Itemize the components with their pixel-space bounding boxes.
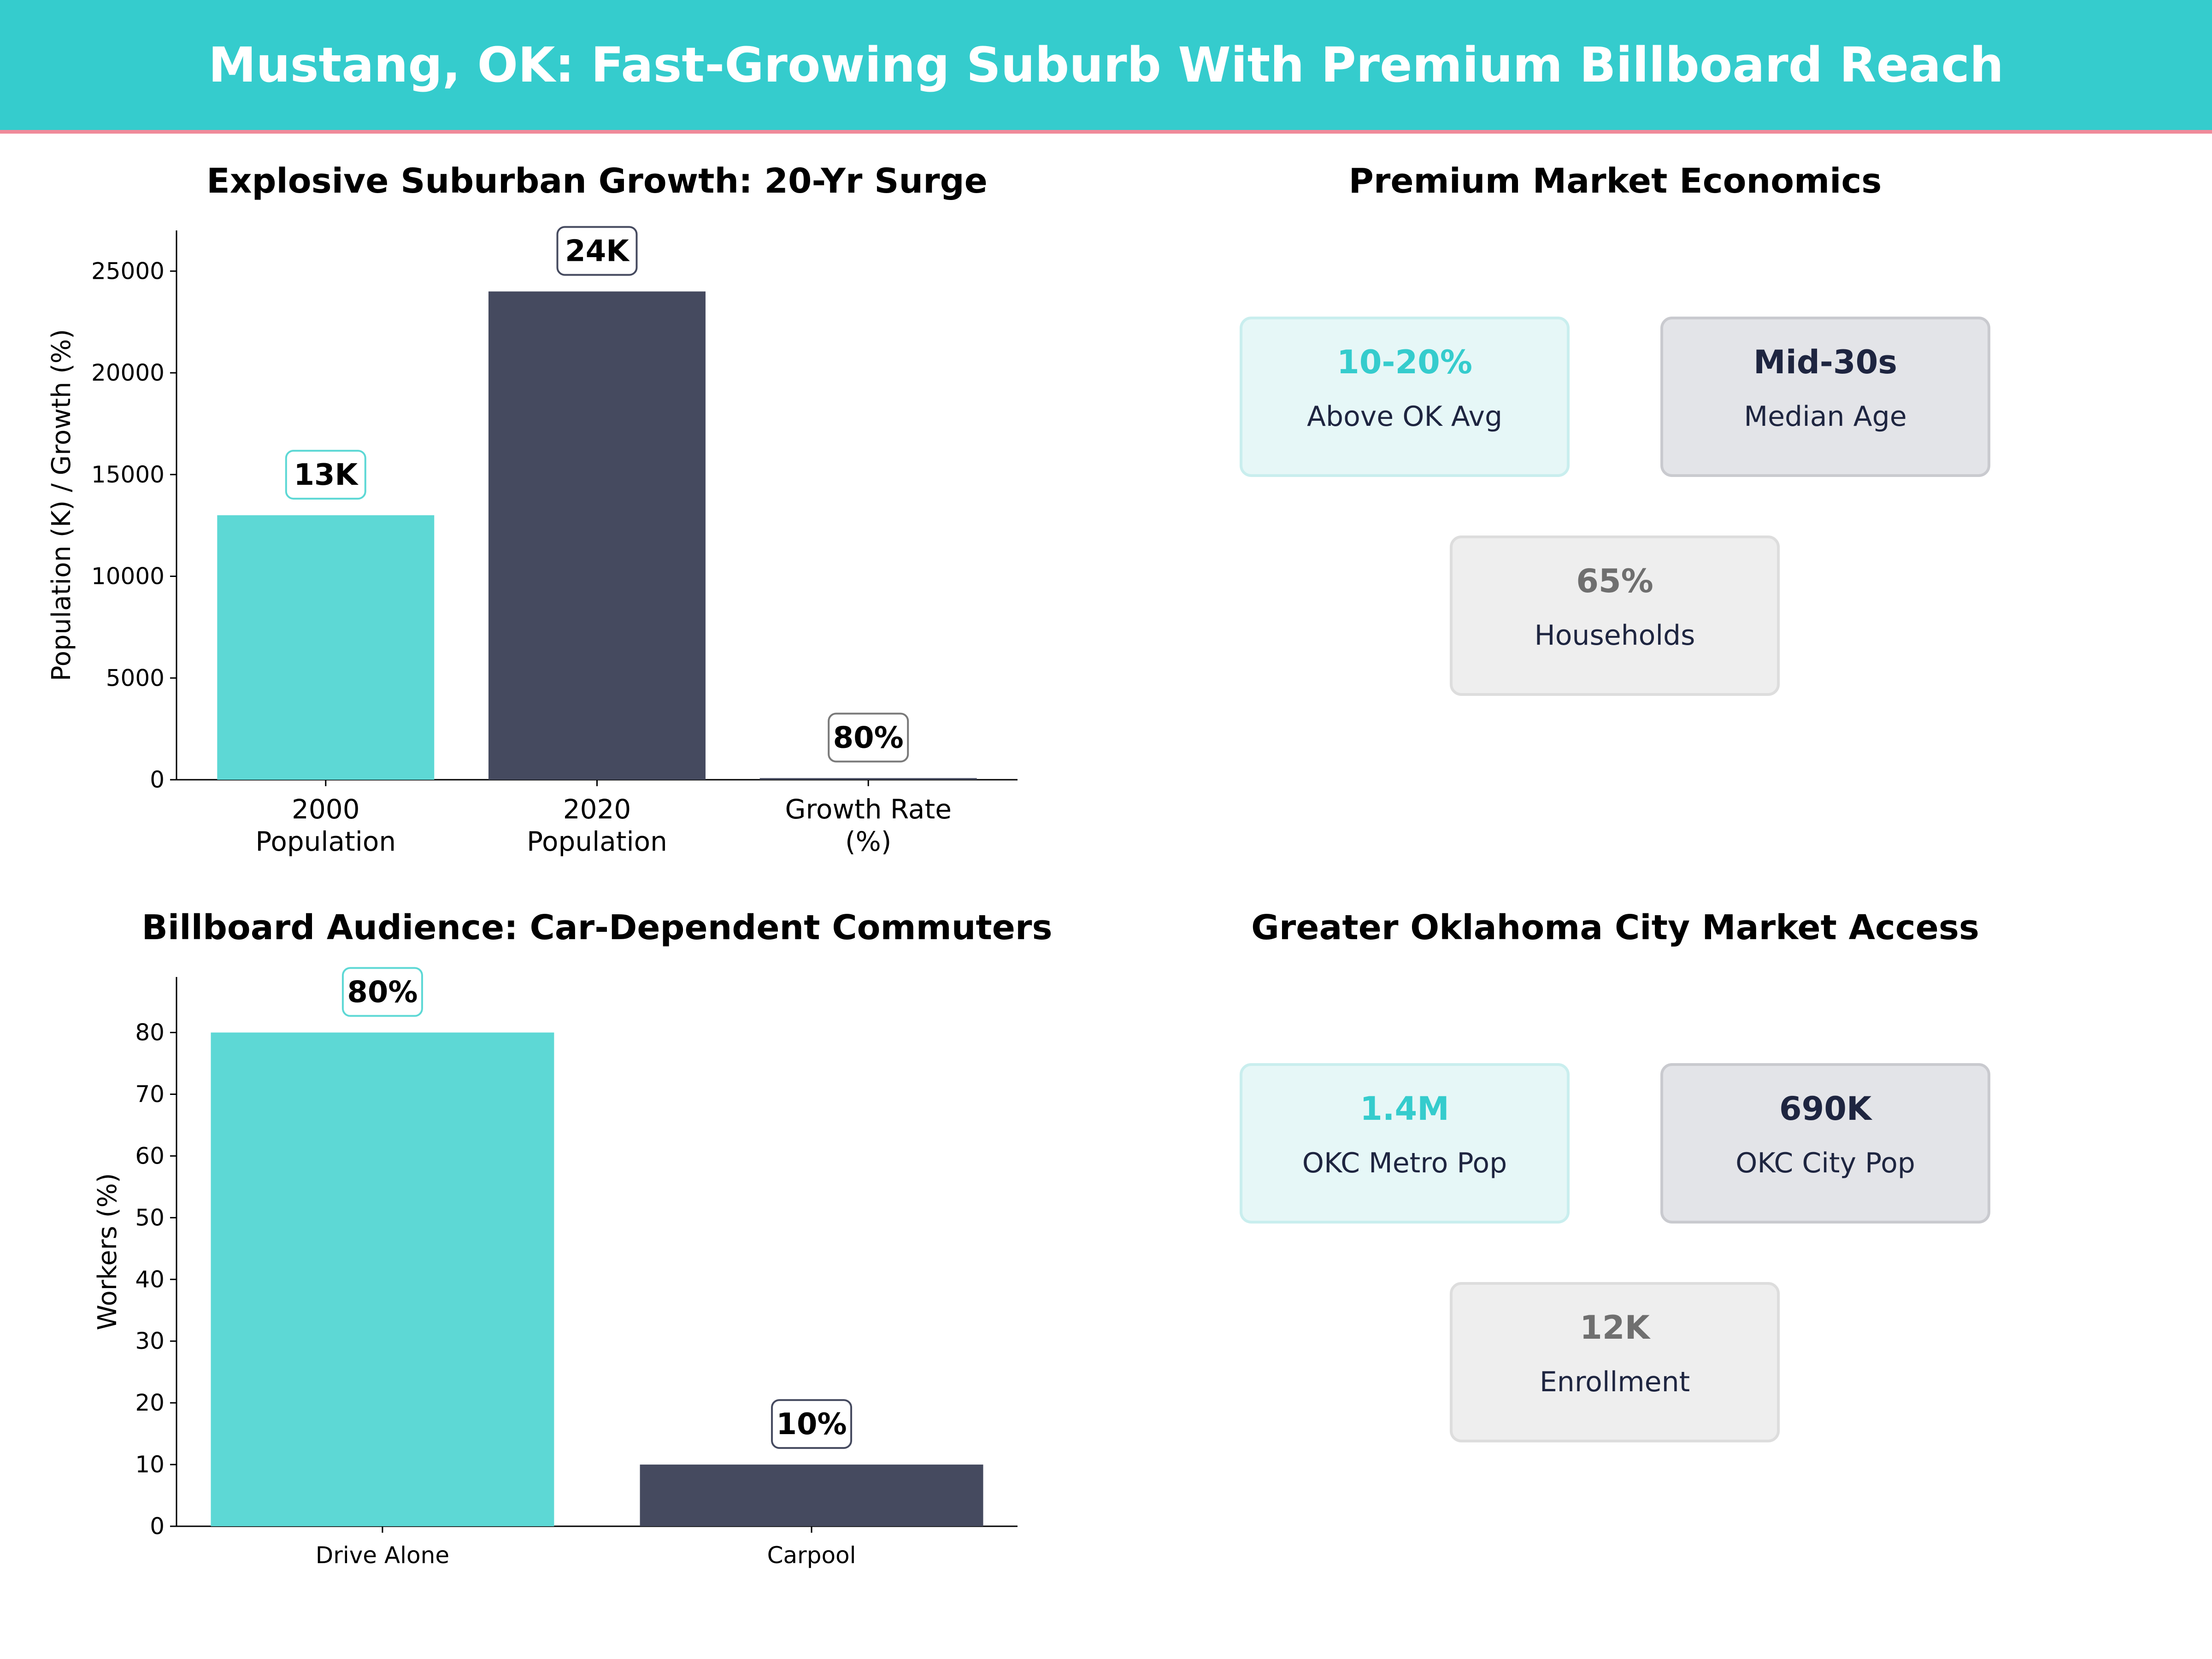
metric-value: Mid-30s xyxy=(1753,343,1897,381)
metric-value: 65% xyxy=(1576,562,1653,600)
y-axis-label: Population (K) / Growth (%) xyxy=(47,329,76,681)
y-tick-label: 40 xyxy=(135,1266,165,1293)
data-label-box xyxy=(556,226,638,276)
y-tick-label: 0 xyxy=(150,1513,165,1540)
x-tick-label: Growth Rate xyxy=(785,794,952,825)
metric-card-box xyxy=(1240,1063,1570,1224)
metric-card-box xyxy=(1450,535,1780,696)
x-tick-label: Drive Alone xyxy=(316,1542,449,1569)
y-tick-label: 0 xyxy=(150,766,165,793)
x-tick-label: Population xyxy=(255,826,396,857)
y-tick-label: 30 xyxy=(135,1328,165,1354)
header-divider xyxy=(0,130,2212,134)
metric-value: 10-20% xyxy=(1337,343,1472,381)
market-economics-panel: Premium Market Economics 10-20% Above OK A… xyxy=(1240,161,1990,696)
page-title: Mustang, OK: Fast-Growing Suburb With Pr… xyxy=(208,37,2004,93)
bar xyxy=(640,1465,983,1526)
metric-label: Enrollment xyxy=(1540,1366,1690,1398)
chart-title: Explosive Suburban Growth: 20-Yr Surge xyxy=(206,161,988,201)
metric-card-box xyxy=(1240,317,1570,477)
y-tick-label: 60 xyxy=(135,1142,165,1169)
panel-title: Premium Market Economics xyxy=(1349,161,1882,201)
metric-value: 690K xyxy=(1779,1090,1873,1128)
metric-card: 10-20% Above OK Avg xyxy=(1240,317,1570,477)
y-tick-label: 80 xyxy=(135,1019,165,1046)
metric-label: Above OK Avg xyxy=(1307,400,1502,433)
panel-title: Greater Oklahoma City Market Access xyxy=(1251,908,1979,947)
x-tick-label: 2020 xyxy=(563,794,631,825)
market-access-panel: Greater Oklahoma City Market Access 1.4M O… xyxy=(1240,908,1990,1442)
y-tick-label: 50 xyxy=(135,1204,165,1231)
y-tick-label: 10000 xyxy=(91,563,165,590)
x-tick-label: Population xyxy=(527,826,667,857)
metric-card: 12K Enrollment xyxy=(1450,1282,1780,1442)
bar xyxy=(217,515,435,780)
metric-label: OKC Metro Pop xyxy=(1302,1147,1507,1179)
y-tick-label: 25000 xyxy=(91,258,165,284)
data-label: 10% xyxy=(776,1407,847,1441)
data-label: 24K xyxy=(565,234,630,268)
data-label: 13K xyxy=(294,458,359,492)
data-label-box xyxy=(771,1399,853,1449)
metric-card-box xyxy=(1660,317,1990,477)
bar xyxy=(211,1032,554,1526)
header-banner xyxy=(0,0,2212,130)
chart-title: Billboard Audience: Car-Dependent Commut… xyxy=(141,908,1052,947)
metric-label: Households xyxy=(1535,619,1695,652)
metric-card: 1.4M OKC Metro Pop xyxy=(1240,1063,1570,1224)
x-tick-label: 2000 xyxy=(292,794,360,825)
bar xyxy=(488,291,706,780)
data-label-box xyxy=(341,967,423,1017)
metric-label: OKC City Pop xyxy=(1735,1147,1915,1179)
metric-label: Median Age xyxy=(1744,400,1906,433)
commuter-audience-chart: Billboard Audience: Car-Dependent Commut… xyxy=(93,908,1053,1569)
data-label-box xyxy=(828,712,909,763)
metric-card-box xyxy=(1660,1063,1990,1224)
population-growth-chart: Explosive Suburban Growth: 20-Yr Surge 0 5… xyxy=(47,161,1018,857)
metric-value: 12K xyxy=(1580,1309,1651,1347)
data-label: 80% xyxy=(347,976,418,1010)
data-label-box xyxy=(285,450,366,500)
bar xyxy=(759,778,977,780)
y-tick-label: 20000 xyxy=(91,359,165,386)
data-label: 80% xyxy=(833,721,904,755)
y-axis-label: Workers (%) xyxy=(93,1173,123,1330)
metric-card: 690K OKC City Pop xyxy=(1660,1063,1990,1224)
metric-card: Mid-30s Median Age xyxy=(1660,317,1990,477)
y-tick-label: 20 xyxy=(135,1389,165,1416)
y-tick-label: 5000 xyxy=(106,665,165,691)
metric-card-box xyxy=(1450,1282,1780,1442)
x-tick-label: Carpool xyxy=(767,1542,856,1569)
y-tick-label: 70 xyxy=(135,1081,165,1107)
y-tick-label: 10 xyxy=(135,1451,165,1478)
metric-value: 1.4M xyxy=(1360,1090,1449,1128)
x-tick-label: (%) xyxy=(845,826,891,857)
metric-card: 65% Households xyxy=(1450,535,1780,696)
y-tick-label: 15000 xyxy=(91,461,165,488)
